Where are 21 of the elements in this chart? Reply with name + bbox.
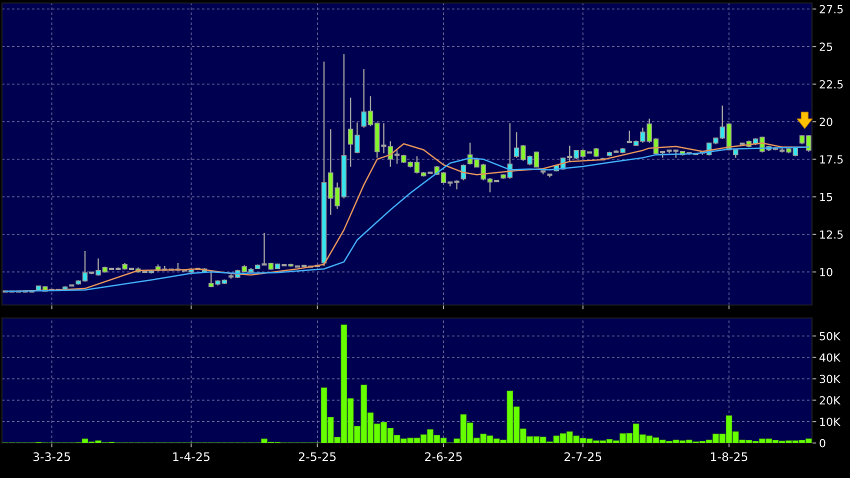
y-tick-label: 40K: [819, 353, 841, 362]
x-tick-label: 3-3-25: [33, 452, 70, 462]
candlestick: [453, 180, 460, 190]
x-tick-label: 2-7-25: [564, 452, 602, 462]
y-tick-label: 27.5: [820, 4, 843, 14]
x-tick-label: 2-6-25: [425, 452, 462, 462]
y-tick-label: 0: [820, 438, 826, 448]
y-tick-label: 10: [820, 268, 832, 276]
x-tick-label: 1-4-25: [173, 452, 210, 462]
y-tick-label: 30K: [820, 374, 841, 384]
x-tick-label: 1-8-25: [711, 452, 748, 462]
x-tick-label: 2-5-25: [298, 452, 336, 462]
y-tick-label: 10K: [820, 418, 841, 426]
y-tick-label: 15: [820, 192, 832, 202]
y-tick-label: 22.5: [820, 80, 843, 89]
y-tick-label: 12.5: [820, 230, 843, 239]
y-tick-label: 17.5: [820, 155, 843, 164]
y-tick-label: 25: [820, 42, 832, 51]
y-tick-label: 50K: [820, 332, 841, 340]
y-tick-label: 20: [820, 118, 832, 126]
y-tick-label: 20K: [820, 396, 841, 405]
